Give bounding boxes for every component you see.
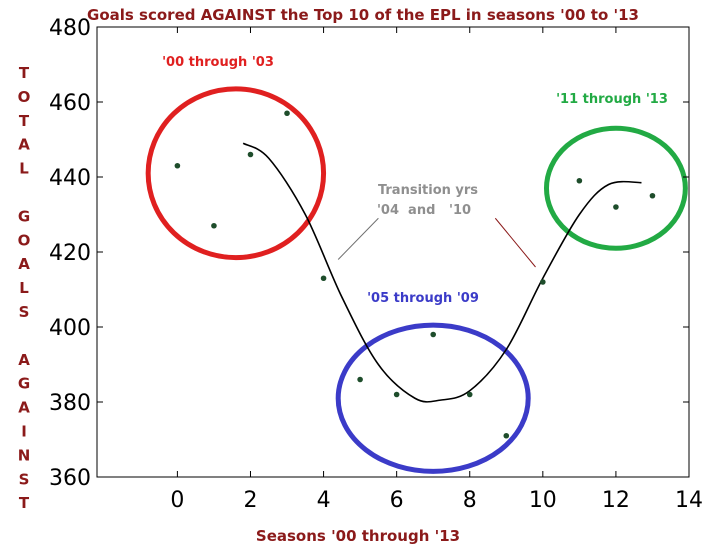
y-axis-label-letter: I (21, 423, 27, 441)
x-tick-label: 12 (602, 488, 630, 513)
data-point (649, 192, 656, 199)
x-tick-label: 2 (243, 488, 257, 513)
y-axis-label-letter: N (18, 446, 31, 464)
x-axis-label: Seasons '00 through '13 (256, 527, 460, 545)
annotation-transition-years: '04 and '10 (377, 203, 471, 218)
y-tick-label: 380 (49, 391, 91, 416)
highlight-circle-early-seasons (145, 86, 327, 261)
data-point (247, 151, 254, 158)
y-tick-label: 480 (49, 16, 91, 41)
highlight-circles (145, 86, 688, 474)
annotation-middle-seasons: '05 through '09 (367, 291, 479, 306)
y-axis-label-letter: A (18, 255, 30, 273)
transition-line-1 (494, 217, 536, 268)
data-point (357, 376, 363, 383)
y-axis-label-letter: L (19, 160, 29, 178)
y-tick-label: 400 (49, 316, 91, 341)
annotation-transition-title: Transition yrs (378, 183, 478, 198)
y-axis-label-letter: O (18, 231, 31, 249)
data-point (211, 222, 217, 229)
highlight-circle-middle-seasons (335, 322, 531, 474)
y-tick-label: 420 (49, 241, 91, 266)
transition-line-0 (337, 217, 379, 260)
trend-curve-group (242, 142, 642, 403)
trend-curve (242, 142, 642, 403)
data-point (393, 391, 400, 398)
chart-title: Goals scored AGAINST the Top 10 of the E… (87, 6, 639, 24)
y-axis-label-letter: L (19, 279, 29, 297)
x-tick-label: 0 (170, 488, 184, 513)
annotation-early-seasons: '00 through '03 (162, 55, 274, 70)
y-axis-label-letter: O (18, 88, 31, 106)
y-axis-label-letter: A (18, 351, 30, 369)
y-axis-label-letter: G (18, 375, 30, 393)
highlight-circle-late-seasons (543, 125, 688, 251)
x-tick-label: 14 (675, 488, 703, 513)
transition-lines (337, 217, 536, 268)
y-tick-label: 460 (49, 91, 91, 116)
y-axis-label-letter: A (18, 399, 30, 417)
x-tick-label: 4 (317, 488, 331, 513)
data-point (466, 391, 473, 398)
y-axis-label-letter: T (19, 64, 30, 82)
data-point (613, 204, 619, 210)
y-axis-label-letter: S (19, 303, 30, 321)
x-axis-ticks: 0 2 4 6 8 10 12 14 (170, 27, 703, 513)
data-point (576, 177, 583, 184)
data-point (430, 331, 436, 338)
y-tick-label: 440 (49, 166, 91, 191)
data-points (174, 110, 656, 439)
y-axis-label-letter: G (18, 207, 30, 225)
data-point (540, 279, 546, 285)
data-point (284, 110, 290, 117)
data-point (174, 162, 181, 169)
x-tick-label: 8 (463, 488, 477, 513)
y-axis-label-letter: T (19, 112, 30, 130)
data-point (320, 275, 327, 282)
y-tick-label: 360 (49, 466, 91, 491)
data-point (503, 432, 510, 439)
x-tick-label: 10 (529, 488, 557, 513)
y-axis-label-letter: A (18, 136, 30, 154)
annotation-late-seasons: '11 through '13 (556, 92, 668, 107)
y-axis-label-letter: T (19, 494, 30, 512)
y-axis-label-letter: S (19, 470, 30, 488)
x-tick-label: 6 (390, 488, 404, 513)
y-axis-ticks: 360 380 400 420 440 460 480 (49, 16, 689, 491)
